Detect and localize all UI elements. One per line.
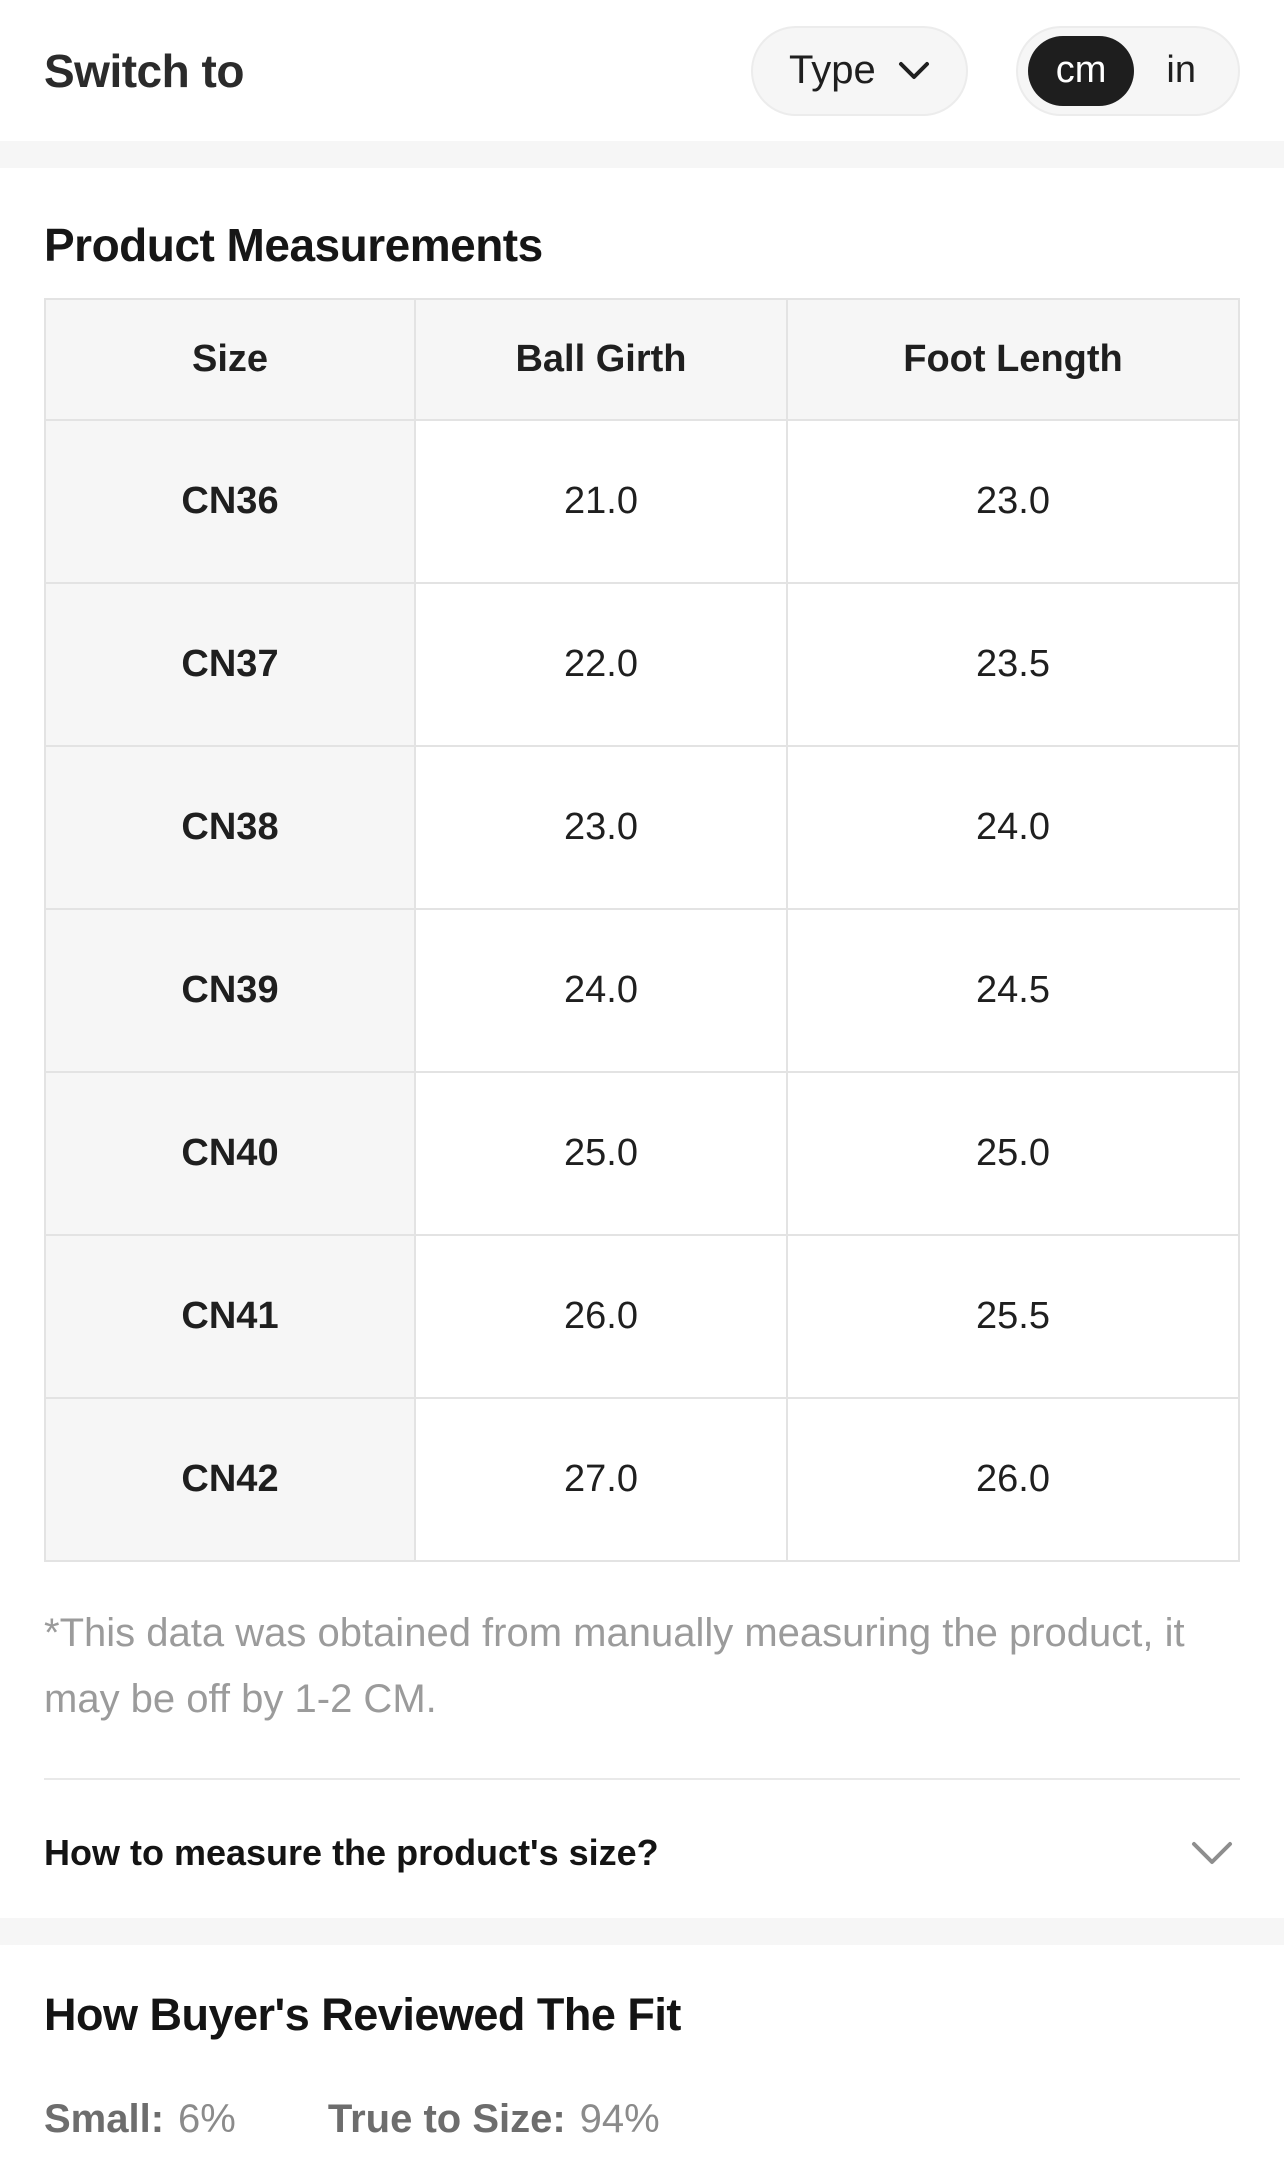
chevron-down-icon xyxy=(1190,1840,1240,1866)
product-measurements-section: Product Measurements Size Ball Girth Foo… xyxy=(0,218,1284,1562)
size-cell: CN42 xyxy=(44,1397,416,1562)
how-to-measure-label: How to measure the product's size? xyxy=(44,1832,659,1873)
table-header-row: Size Ball Girth Foot Length xyxy=(44,298,1240,421)
fit-stat-label: True to Size: xyxy=(327,2097,566,2141)
top-bar-controls: Type cm in xyxy=(751,25,1240,116)
foot-length-cell: 25.0 xyxy=(786,1071,1240,1236)
fit-stat-small: Small: 6% xyxy=(44,2097,236,2142)
type-dropdown-label: Type xyxy=(789,48,876,92)
ball-girth-cell: 22.0 xyxy=(414,582,788,747)
unit-option-cm[interactable]: cm xyxy=(1027,35,1135,106)
foot-length-cell: 23.5 xyxy=(786,582,1240,747)
table-row: CN36 21.0 23.0 xyxy=(44,419,1240,584)
foot-length-cell: 24.5 xyxy=(786,908,1240,1073)
top-bar: Switch to Type cm in xyxy=(0,0,1284,141)
column-header-ball-girth: Ball Girth xyxy=(414,298,788,421)
fit-stat-label: Small: xyxy=(44,2097,165,2141)
page-title: Switch to xyxy=(44,44,244,97)
column-header-size: Size xyxy=(44,298,416,421)
unit-toggle[interactable]: cm in xyxy=(1015,25,1240,116)
ball-girth-cell: 25.0 xyxy=(414,1071,788,1236)
fit-review-section: How Buyer's Reviewed The Fit Small: 6% T… xyxy=(0,1989,1284,2142)
table-row: CN38 23.0 24.0 xyxy=(44,745,1240,910)
foot-length-cell: 25.5 xyxy=(786,1234,1240,1399)
fit-review-stats: Small: 6% True to Size: 94% xyxy=(44,2097,1240,2142)
table-row: CN37 22.0 23.5 xyxy=(44,582,1240,747)
table-row: CN42 27.0 26.0 xyxy=(44,1397,1240,1562)
how-to-measure-accordion[interactable]: How to measure the product's size? xyxy=(44,1780,1240,1918)
measurements-table: Size Ball Girth Foot Length CN36 21.0 23… xyxy=(44,298,1240,1562)
column-header-foot-length: Foot Length xyxy=(786,298,1240,421)
foot-length-cell: 23.0 xyxy=(786,419,1240,584)
section-divider-band xyxy=(0,1918,1284,1945)
table-row: CN40 25.0 25.0 xyxy=(44,1071,1240,1236)
fit-stat-value: 6% xyxy=(178,2097,236,2141)
size-cell: CN39 xyxy=(44,908,416,1073)
chevron-down-icon xyxy=(898,61,930,81)
size-cell: CN41 xyxy=(44,1234,416,1399)
size-cell: CN36 xyxy=(44,419,416,584)
ball-girth-cell: 26.0 xyxy=(414,1234,788,1399)
unit-option-in[interactable]: in xyxy=(1166,49,1196,91)
section-divider-band xyxy=(0,141,1284,168)
measurement-disclaimer: *This data was obtained from manually me… xyxy=(44,1611,1185,1721)
fit-stat-true-to-size: True to Size: 94% xyxy=(328,2097,660,2142)
foot-length-cell: 24.0 xyxy=(786,745,1240,910)
type-dropdown-button[interactable]: Type xyxy=(751,25,968,116)
ball-girth-cell: 24.0 xyxy=(414,908,788,1073)
size-cell: CN40 xyxy=(44,1071,416,1236)
ball-girth-cell: 21.0 xyxy=(414,419,788,584)
size-cell: CN38 xyxy=(44,745,416,910)
size-cell: CN37 xyxy=(44,582,416,747)
table-row: CN39 24.0 24.5 xyxy=(44,908,1240,1073)
fit-stat-value: 94% xyxy=(579,2097,660,2141)
table-row: CN41 26.0 25.5 xyxy=(44,1234,1240,1399)
ball-girth-cell: 23.0 xyxy=(414,745,788,910)
horizontal-divider xyxy=(44,1778,1240,1780)
fit-review-title: How Buyer's Reviewed The Fit xyxy=(44,1989,681,2040)
ball-girth-cell: 27.0 xyxy=(414,1397,788,1562)
product-measurements-title: Product Measurements xyxy=(44,219,543,271)
foot-length-cell: 26.0 xyxy=(786,1397,1240,1562)
